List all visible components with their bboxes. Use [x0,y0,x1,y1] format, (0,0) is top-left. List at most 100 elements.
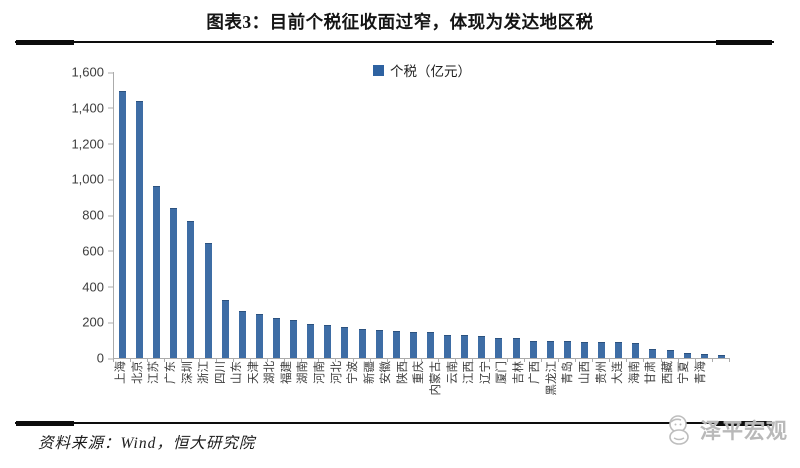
x-label-cell: 云南 [444,359,461,421]
chart-title: 图表3：目前个税征收面过窄，体现为发达地区税 [206,12,594,32]
bar-slot [679,72,696,358]
x-tick [354,358,371,362]
y-tick-label: 1,200 [71,136,113,151]
bar [666,349,674,358]
bar-slot [456,72,473,358]
bar [307,323,315,358]
x-tick [251,358,268,362]
bar [444,334,452,358]
x-tick-label: 海南 [628,361,641,384]
x-tick [713,358,730,362]
bar [461,335,469,358]
x-axis-labels: 上海 北京 江苏 广东 深圳 浙江 四川 山东 天津 湖北 福建 湖南 河南 河北 宁波 新疆 安徽 陕西 重庆 内蒙… [113,359,709,421]
x-tick [559,358,576,362]
x-tick [148,358,166,362]
x-tick [200,358,217,362]
x-tick-label: 宁波 [347,361,360,384]
bar [392,331,400,358]
bar-slot [148,72,165,358]
bar-slot [354,72,371,358]
bar-slot [200,72,217,358]
x-tick [456,358,474,362]
x-tick-label: 黑龙江 [545,361,558,396]
bar-slot [182,72,199,358]
x-tick [662,358,679,362]
x-tick-label: 甘肃 [645,361,658,384]
bar [529,340,537,358]
bar-slot [610,72,627,358]
watermark: 泽平宏观 [665,414,788,446]
x-tick [302,358,320,362]
x-label-cell: 北京 [130,359,147,421]
divider-cap-left [16,40,74,45]
x-axis-ticks [113,358,730,362]
x-tick [234,358,251,362]
x-label-cell: 湖南 [295,359,312,421]
x-label-cell: 青海 [693,359,710,421]
x-tick-label: 新疆 [363,361,376,384]
x-label-cell: 河南 [312,359,329,421]
x-label-cell: 贵州 [593,359,610,421]
x-tick-label: 西藏 [661,361,674,384]
x-tick [268,358,286,362]
x-tick [285,358,303,362]
bar-slot [388,72,405,358]
y-tick-label: 600 [82,243,113,259]
watermark-text: 泽平宏观 [700,420,788,443]
x-label-cell: 内蒙古 [428,359,445,421]
bar [204,242,212,358]
y-tick-label: 1,000 [71,171,113,187]
x-label-cell: 大连 [610,359,627,421]
x-tick [508,358,525,362]
bar [683,352,691,358]
x-tick [336,358,354,362]
x-tick-label: 广东 [164,361,177,384]
bar [495,337,503,358]
x-label-cell: 新疆 [361,359,378,421]
x-tick-label: 广西 [529,361,542,384]
bar [119,90,127,358]
x-label-cell: 福建 [279,359,296,421]
bar-slot [336,72,353,358]
bar [427,331,435,358]
y-tick-label: 0 [96,350,114,366]
bar [615,342,623,358]
x-tick [644,358,662,362]
x-label-cell: 甘肃 [643,359,660,421]
plot-row: 0 200 400 600 800 1,000 1,200 1,400 1,600 个税（亿元） [30,60,730,365]
x-label-cell: 青岛 [560,359,577,421]
x-label-cell: 宁夏 [676,359,693,421]
chart-legend: 个税（亿元） [369,60,475,80]
x-label-cell: 山西 [577,359,594,421]
x-label-cell: 黑龙江 [544,359,561,421]
bar-slot [542,72,559,358]
x-tick-label: 河南 [314,361,327,384]
bar [581,341,588,358]
x-label-cell: 重庆 [411,359,428,421]
x-label-cell: 四川 [212,359,229,421]
x-tick-label: 厦门 [496,361,509,384]
bar [649,348,657,358]
x-label-cell: 吉林 [511,359,528,421]
x-tick-label: 青海 [694,361,707,384]
x-tick-label: 山东 [231,361,244,384]
x-tick [473,358,491,362]
bar-slot [439,72,456,358]
x-tick-label: 浙江 [198,361,211,384]
bar [375,330,383,358]
x-tick [217,358,234,362]
bar-slot [525,72,542,358]
bar-slot [302,72,319,358]
bar [341,326,349,358]
x-label-cell: 上海 [113,359,130,421]
x-tick-label: 辽宁 [479,361,492,384]
x-tick [319,358,337,362]
bar [170,207,178,358]
bar [717,354,725,358]
bar-slot [251,72,268,358]
x-tick-label: 北京 [131,361,144,384]
avatar-face-icon [669,415,689,445]
x-label-cell: 厦门 [494,359,511,421]
x-tick-label: 江苏 [148,361,161,384]
bar [632,342,640,358]
